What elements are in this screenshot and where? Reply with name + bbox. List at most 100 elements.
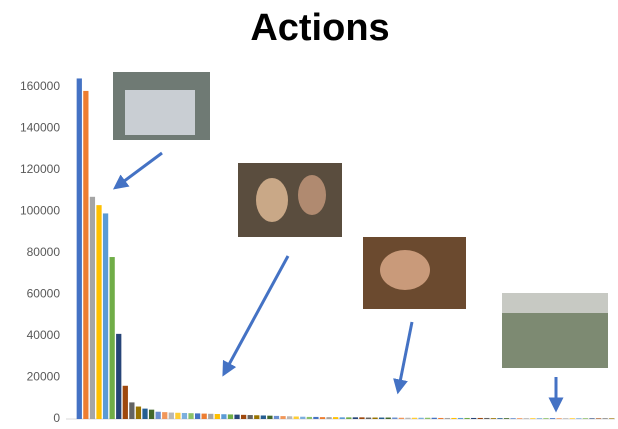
bar	[175, 412, 181, 419]
bar	[484, 417, 490, 419]
bar	[339, 417, 345, 419]
arrow	[112, 151, 163, 190]
arrow	[393, 321, 414, 395]
bar	[168, 412, 174, 419]
bar	[273, 415, 280, 419]
bar	[510, 418, 516, 419]
bar	[372, 417, 378, 419]
bar	[326, 417, 332, 419]
bar	[431, 417, 437, 419]
bar	[293, 416, 299, 419]
bar	[129, 402, 135, 419]
bar	[444, 417, 451, 419]
bar	[333, 417, 339, 419]
y-tick-label: 140000	[20, 120, 60, 134]
bar	[306, 416, 312, 419]
y-tick-label: 100000	[20, 204, 60, 218]
y-tick-label: 160000	[20, 79, 60, 93]
bar	[589, 418, 595, 419]
bar	[89, 196, 96, 419]
bar	[602, 418, 608, 419]
bar	[155, 411, 161, 419]
bar	[234, 414, 240, 419]
bar	[523, 418, 529, 419]
thumbnail-detail	[298, 175, 326, 215]
bar	[102, 213, 109, 419]
bar	[457, 417, 464, 419]
bar	[385, 417, 391, 419]
bar	[286, 416, 293, 419]
thumbnails	[113, 72, 608, 368]
bar	[536, 418, 543, 419]
bar	[300, 416, 306, 419]
bar	[563, 418, 569, 419]
bar	[181, 412, 188, 419]
bar	[530, 418, 536, 419]
bar	[214, 414, 220, 419]
bar	[379, 417, 385, 419]
bar	[83, 90, 89, 419]
bar	[425, 417, 431, 419]
bar	[267, 415, 273, 419]
bar	[122, 385, 128, 419]
bar	[497, 418, 503, 419]
bar	[96, 205, 102, 419]
bar	[194, 413, 201, 419]
y-tick-label: 60000	[27, 287, 61, 301]
bar	[392, 417, 398, 419]
bar	[595, 418, 602, 419]
bar	[135, 406, 142, 419]
thumbnail	[238, 163, 342, 237]
bar	[609, 418, 615, 419]
bar	[319, 417, 326, 419]
plot: 0 20000 40000 60000 80000 100000 120000 140000 1…	[20, 78, 615, 425]
bar	[517, 418, 523, 419]
bar	[346, 417, 352, 419]
bar	[398, 417, 405, 419]
chart-title: Actions	[250, 7, 389, 49]
bar	[490, 418, 497, 419]
thumbnail-detail	[380, 250, 430, 290]
bar	[76, 78, 82, 419]
bar	[162, 412, 168, 419]
y-tick-label: 120000	[20, 162, 60, 176]
bar	[142, 408, 148, 419]
bar	[148, 409, 155, 419]
thumbnail-detail	[502, 293, 608, 313]
bar	[543, 418, 549, 419]
bar	[240, 414, 247, 419]
bar	[438, 417, 444, 419]
bar	[451, 417, 457, 419]
thumbnail-detail	[125, 90, 195, 135]
bar	[464, 417, 470, 419]
y-tick-label: 20000	[27, 370, 61, 384]
y-tick-label: 40000	[27, 328, 61, 342]
bar	[471, 417, 477, 419]
bar	[221, 414, 227, 419]
bar	[260, 415, 266, 419]
bar	[418, 417, 424, 419]
bar	[549, 418, 556, 419]
arrow	[222, 255, 290, 377]
y-tick-label: 80000	[27, 245, 61, 259]
bar	[477, 417, 483, 419]
bar	[569, 418, 575, 419]
bar	[359, 417, 365, 419]
bar	[313, 416, 319, 419]
bar	[365, 417, 372, 419]
bar	[227, 414, 234, 419]
bar	[254, 415, 260, 419]
bar	[582, 418, 589, 419]
bar	[503, 418, 510, 419]
bar	[556, 418, 562, 419]
y-tick-label: 0	[53, 411, 60, 424]
arrows	[112, 151, 564, 413]
bar	[576, 418, 582, 419]
bar	[201, 413, 207, 419]
bar	[352, 417, 358, 419]
bar	[405, 417, 411, 419]
bar	[411, 417, 418, 419]
bar	[116, 333, 122, 419]
bar	[208, 413, 214, 419]
